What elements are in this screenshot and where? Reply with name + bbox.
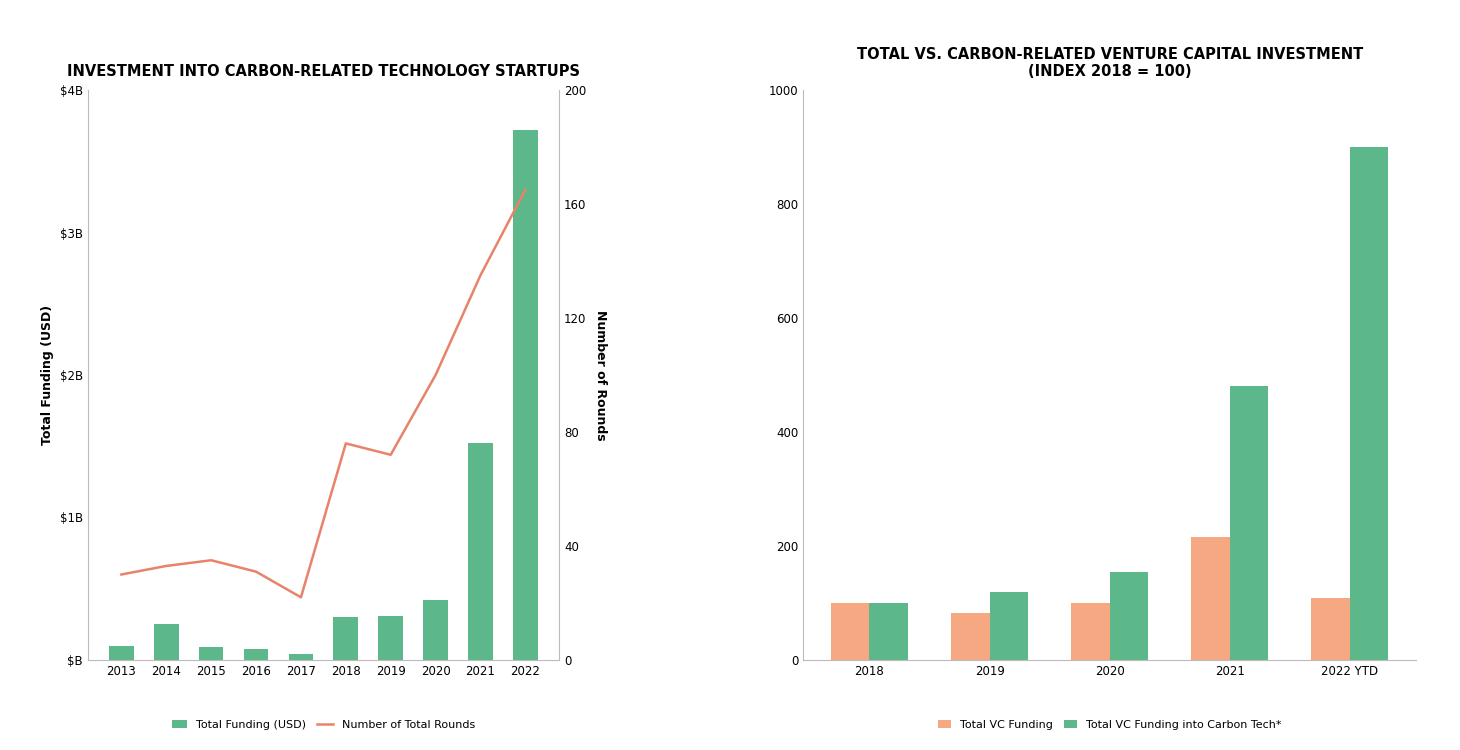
Number of Total Rounds (158, 562, 175, 571)
Bar (1350, 147, 1388, 660)
Y-axis label: Total Funding (USD): Total Funding (USD) (41, 305, 54, 445)
Legend: Total VC Funding, Total VC Funding into Carbon Tech*: Total VC Funding, Total VC Funding into … (933, 716, 1286, 734)
Title: INVESTMENT INTO CARBON-RELATED TECHNOLOGY STARTUPS: INVESTMENT INTO CARBON-RELATED TECHNOLOG… (67, 64, 580, 79)
Bar (831, 603, 870, 660)
Number of Total Rounds (426, 370, 444, 380)
Bar (153, 624, 178, 660)
Number of Total Rounds (292, 592, 310, 602)
Bar (333, 617, 358, 660)
Bar (512, 130, 537, 660)
Y-axis label: Number of Rounds: Number of Rounds (594, 310, 607, 440)
Bar (870, 603, 908, 660)
Bar (990, 592, 1028, 660)
Bar (1110, 572, 1148, 660)
Bar (1229, 386, 1269, 660)
Bar (1311, 598, 1350, 660)
Number of Total Rounds (472, 271, 489, 280)
Bar (1191, 538, 1229, 660)
Bar (244, 650, 269, 660)
Bar (110, 646, 134, 660)
Number of Total Rounds (203, 556, 220, 565)
Bar (423, 600, 448, 660)
Number of Total Rounds (337, 439, 355, 448)
Bar (469, 443, 493, 660)
Bar (378, 616, 403, 660)
Line: Number of Total Rounds: Number of Total Rounds (121, 190, 526, 597)
Bar (199, 647, 223, 660)
Bar (1072, 603, 1110, 660)
Title: TOTAL VS. CARBON-RELATED VENTURE CAPITAL INVESTMENT
(INDEX 2018 = 100): TOTAL VS. CARBON-RELATED VENTURE CAPITAL… (857, 46, 1362, 79)
Number of Total Rounds (247, 567, 264, 576)
Number of Total Rounds (517, 185, 534, 194)
Number of Total Rounds (383, 450, 400, 459)
Legend: Total Funding (USD), Number of Total Rounds: Total Funding (USD), Number of Total Rou… (168, 716, 479, 734)
Bar (289, 653, 314, 660)
Bar (950, 613, 990, 660)
Number of Total Rounds (112, 570, 130, 579)
